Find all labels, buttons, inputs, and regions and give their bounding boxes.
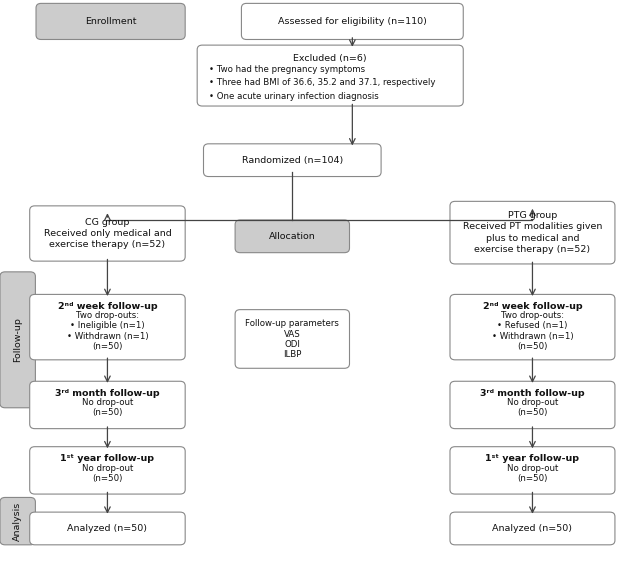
FancyBboxPatch shape <box>450 512 615 545</box>
Text: Allocation: Allocation <box>269 232 315 241</box>
Text: Follow-up: Follow-up <box>13 318 22 362</box>
Text: VAS: VAS <box>284 330 301 339</box>
Text: • Refused (n=1): • Refused (n=1) <box>497 321 568 331</box>
FancyBboxPatch shape <box>204 144 381 177</box>
FancyBboxPatch shape <box>30 294 185 360</box>
FancyBboxPatch shape <box>30 206 185 261</box>
FancyBboxPatch shape <box>241 3 463 39</box>
Text: • One acute urinary infection diagnosis: • One acute urinary infection diagnosis <box>209 92 379 101</box>
Text: 2ⁿᵈ week follow-up: 2ⁿᵈ week follow-up <box>483 302 582 311</box>
Text: CG group
Received only medical and
exercise therapy (n=52): CG group Received only medical and exerc… <box>44 218 171 249</box>
Text: (n=50): (n=50) <box>517 342 548 351</box>
Text: No drop-out: No drop-out <box>507 398 558 407</box>
Text: • Withdrawn (n=1): • Withdrawn (n=1) <box>66 332 149 341</box>
Text: (n=50): (n=50) <box>517 474 548 483</box>
Text: • Two had the pregnancy symptoms: • Two had the pregnancy symptoms <box>209 65 365 74</box>
Text: Analyzed (n=50): Analyzed (n=50) <box>492 524 573 533</box>
Text: (n=50): (n=50) <box>517 408 548 417</box>
FancyBboxPatch shape <box>450 201 615 264</box>
FancyBboxPatch shape <box>30 512 185 545</box>
Text: 3ʳᵈ month follow-up: 3ʳᵈ month follow-up <box>55 389 160 398</box>
Text: (n=50): (n=50) <box>92 474 123 483</box>
Text: Randomized (n=104): Randomized (n=104) <box>241 156 343 165</box>
Text: Two drop-outs:: Two drop-outs: <box>501 311 564 320</box>
Text: PTG group
Received PT modalities given
plus to medical and
exercise therapy (n=5: PTG group Received PT modalities given p… <box>463 211 602 254</box>
Text: Two drop-outs:: Two drop-outs: <box>76 311 139 320</box>
Text: ODI: ODI <box>284 340 300 349</box>
FancyBboxPatch shape <box>36 3 185 39</box>
Text: • Three had BMI of 36.6, 35.2 and 37.1, respectively: • Three had BMI of 36.6, 35.2 and 37.1, … <box>209 78 435 87</box>
Text: Enrollment: Enrollment <box>85 17 137 26</box>
Text: Analysis: Analysis <box>13 501 22 541</box>
FancyBboxPatch shape <box>450 381 615 429</box>
FancyBboxPatch shape <box>235 310 349 368</box>
FancyBboxPatch shape <box>0 272 35 408</box>
FancyBboxPatch shape <box>235 220 349 253</box>
Text: 1ˢᵗ year follow-up: 1ˢᵗ year follow-up <box>485 454 580 463</box>
Text: 2ⁿᵈ week follow-up: 2ⁿᵈ week follow-up <box>58 302 157 311</box>
Text: • Withdrawn (n=1): • Withdrawn (n=1) <box>492 332 573 341</box>
Text: 1ˢᵗ year follow-up: 1ˢᵗ year follow-up <box>61 454 154 463</box>
Text: 3ʳᵈ month follow-up: 3ʳᵈ month follow-up <box>480 389 585 398</box>
Text: • Ineligible (n=1): • Ineligible (n=1) <box>70 321 145 331</box>
FancyBboxPatch shape <box>450 447 615 494</box>
Text: No drop-out: No drop-out <box>82 464 133 473</box>
Text: ILBP: ILBP <box>283 350 301 359</box>
FancyBboxPatch shape <box>450 294 615 360</box>
Text: (n=50): (n=50) <box>92 408 123 417</box>
Text: Analyzed (n=50): Analyzed (n=50) <box>68 524 147 533</box>
Text: (n=50): (n=50) <box>92 342 123 351</box>
FancyBboxPatch shape <box>30 381 185 429</box>
Text: Excluded (n=6): Excluded (n=6) <box>293 54 367 63</box>
Text: No drop-out: No drop-out <box>82 398 133 407</box>
FancyBboxPatch shape <box>30 447 185 494</box>
FancyBboxPatch shape <box>0 497 35 545</box>
Text: No drop-out: No drop-out <box>507 464 558 473</box>
FancyBboxPatch shape <box>197 45 463 106</box>
Text: Assessed for eligibility (n=110): Assessed for eligibility (n=110) <box>278 17 427 26</box>
Text: Follow-up parameters: Follow-up parameters <box>245 319 339 328</box>
